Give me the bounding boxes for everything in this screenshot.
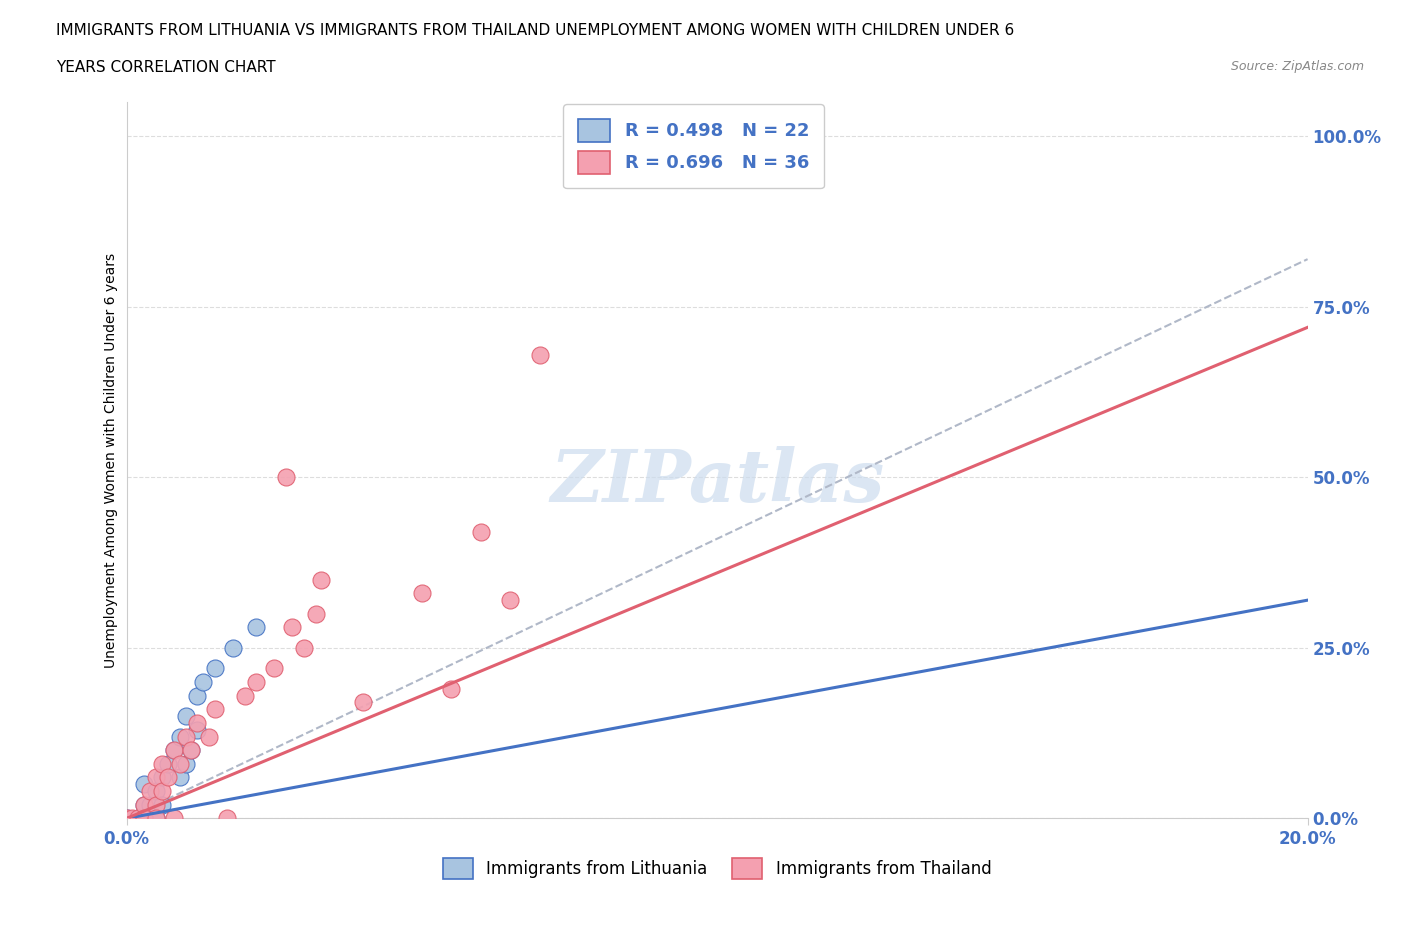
Point [139, 784, 162, 799]
Point [304, 606, 326, 621]
Point [156, 770, 179, 785]
Point [180, 743, 202, 758]
Text: ZIPatlas: ZIPatlas [550, 446, 884, 517]
Point [127, 811, 149, 826]
Point [169, 770, 191, 785]
Point [215, 811, 238, 826]
Point [163, 743, 186, 758]
Point [115, 811, 138, 826]
Point [150, 770, 173, 785]
Text: YEARS CORRELATION CHART: YEARS CORRELATION CHART [56, 60, 276, 75]
Point [263, 661, 285, 676]
Point [658, 129, 681, 144]
Point [245, 674, 267, 689]
Point [145, 770, 167, 785]
Point [499, 592, 522, 607]
Legend: Immigrants from Lithuania, Immigrants from Thailand: Immigrants from Lithuania, Immigrants fr… [429, 844, 1005, 893]
Point [145, 784, 167, 799]
Text: IMMIGRANTS FROM LITHUANIA VS IMMIGRANTS FROM THAILAND UNEMPLOYMENT AMONG WOMEN W: IMMIGRANTS FROM LITHUANIA VS IMMIGRANTS … [56, 23, 1015, 38]
Point [352, 695, 374, 710]
Point [121, 811, 143, 826]
Point [150, 784, 173, 799]
Point [150, 756, 173, 771]
Point [139, 797, 162, 812]
Point [529, 347, 551, 362]
Point [281, 620, 304, 635]
Point [174, 729, 197, 744]
Point [274, 470, 297, 485]
Point [169, 729, 191, 744]
Point [198, 729, 221, 744]
Point [311, 572, 333, 587]
Point [186, 688, 208, 703]
Point [245, 620, 267, 635]
Point [145, 811, 167, 826]
Point [180, 743, 202, 758]
Point [115, 811, 138, 826]
Point [127, 811, 149, 826]
Point [163, 811, 186, 826]
Point [156, 756, 179, 771]
Point [411, 586, 433, 601]
Point [193, 674, 215, 689]
Point [145, 811, 167, 826]
Point [134, 797, 156, 812]
Point [163, 743, 186, 758]
Point [233, 688, 256, 703]
Point [186, 723, 208, 737]
Y-axis label: Unemployment Among Women with Children Under 6 years: Unemployment Among Women with Children U… [104, 253, 118, 668]
Point [204, 661, 226, 676]
Point [174, 756, 197, 771]
Point [186, 715, 208, 730]
Point [134, 777, 156, 791]
Point [134, 811, 156, 826]
Point [204, 702, 226, 717]
Point [169, 756, 191, 771]
Text: Source: ZipAtlas.com: Source: ZipAtlas.com [1230, 60, 1364, 73]
Point [145, 797, 167, 812]
Point [150, 797, 173, 812]
Point [174, 709, 197, 724]
Point [292, 641, 315, 656]
Point [134, 797, 156, 812]
Point [440, 682, 463, 697]
Point [470, 525, 492, 539]
Point [222, 641, 245, 656]
